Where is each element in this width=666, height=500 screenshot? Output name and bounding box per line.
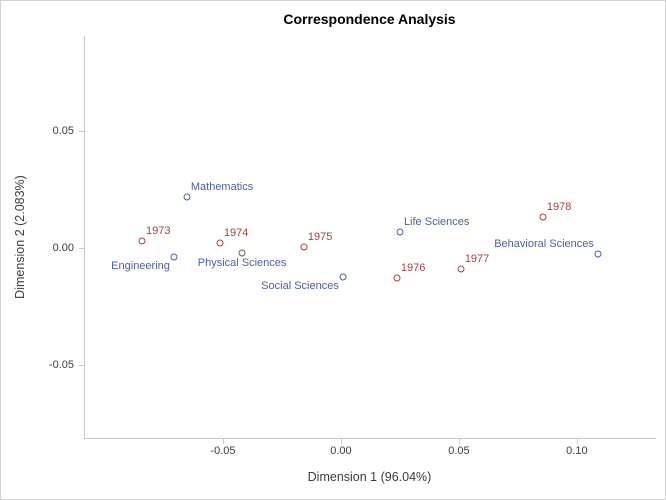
data-point-label-behavioral-sciences: Behavioral Sciences xyxy=(494,238,594,251)
x-tick-mark xyxy=(340,439,342,444)
data-point-marker-1978 xyxy=(539,213,547,221)
data-point-marker-life-sciences xyxy=(396,228,404,236)
x-axis-line xyxy=(84,438,656,439)
data-point-label-physical-sciences: Physical Sciences xyxy=(197,256,287,269)
data-point-label-1976: 1976 xyxy=(400,261,426,274)
data-point-label-life-sciences: Life Sciences xyxy=(403,216,470,229)
chart-title: Correspondence Analysis xyxy=(283,11,456,27)
y-tick-mark xyxy=(79,364,84,366)
data-point-label-1977: 1977 xyxy=(464,253,490,266)
y-tick-mark xyxy=(79,247,84,249)
data-point-marker-behavioral-sciences xyxy=(594,250,602,258)
data-point-marker-1975 xyxy=(300,243,308,251)
data-point-marker-engineering xyxy=(170,253,178,261)
x-tick-mark xyxy=(222,439,224,444)
y-tick-label: 0.00 xyxy=(52,241,74,254)
data-point-label-mathematics: Mathematics xyxy=(190,180,254,193)
data-point-label-1978: 1978 xyxy=(546,200,572,213)
data-point-label-1974: 1974 xyxy=(223,227,249,240)
y-tick-label: -0.05 xyxy=(48,358,74,371)
data-point-marker-1977 xyxy=(457,265,465,273)
data-point-label-1975: 1975 xyxy=(307,231,333,244)
x-tick-label: 0.05 xyxy=(448,445,470,457)
data-point-label-social-sciences: Social Sciences xyxy=(261,280,339,292)
x-tick-mark xyxy=(576,439,578,444)
data-point-marker-1973 xyxy=(138,237,146,245)
data-point-marker-physical-sciences xyxy=(238,249,246,257)
data-point-label-1973: 1973 xyxy=(146,224,171,237)
x-tick-label: 0.10 xyxy=(566,445,588,457)
y-axis-line xyxy=(84,36,85,438)
data-point-marker-1974 xyxy=(216,239,224,247)
y-axis-title: Dimension 2 (2.083%) xyxy=(13,175,27,299)
data-point-marker-social-sciences xyxy=(339,273,347,281)
y-tick-mark xyxy=(79,131,84,132)
x-tick-label: 0.00 xyxy=(330,445,352,457)
data-point-marker-mathematics xyxy=(183,193,191,201)
x-axis-title: Dimension 1 (96.04%) xyxy=(307,470,432,484)
data-point-marker-1976 xyxy=(393,274,401,282)
x-tick-label: -0.05 xyxy=(210,445,236,457)
x-tick-mark xyxy=(458,439,460,444)
data-point-label-engineering: Engineering xyxy=(111,259,170,272)
y-tick-label: 0.05 xyxy=(52,125,74,137)
